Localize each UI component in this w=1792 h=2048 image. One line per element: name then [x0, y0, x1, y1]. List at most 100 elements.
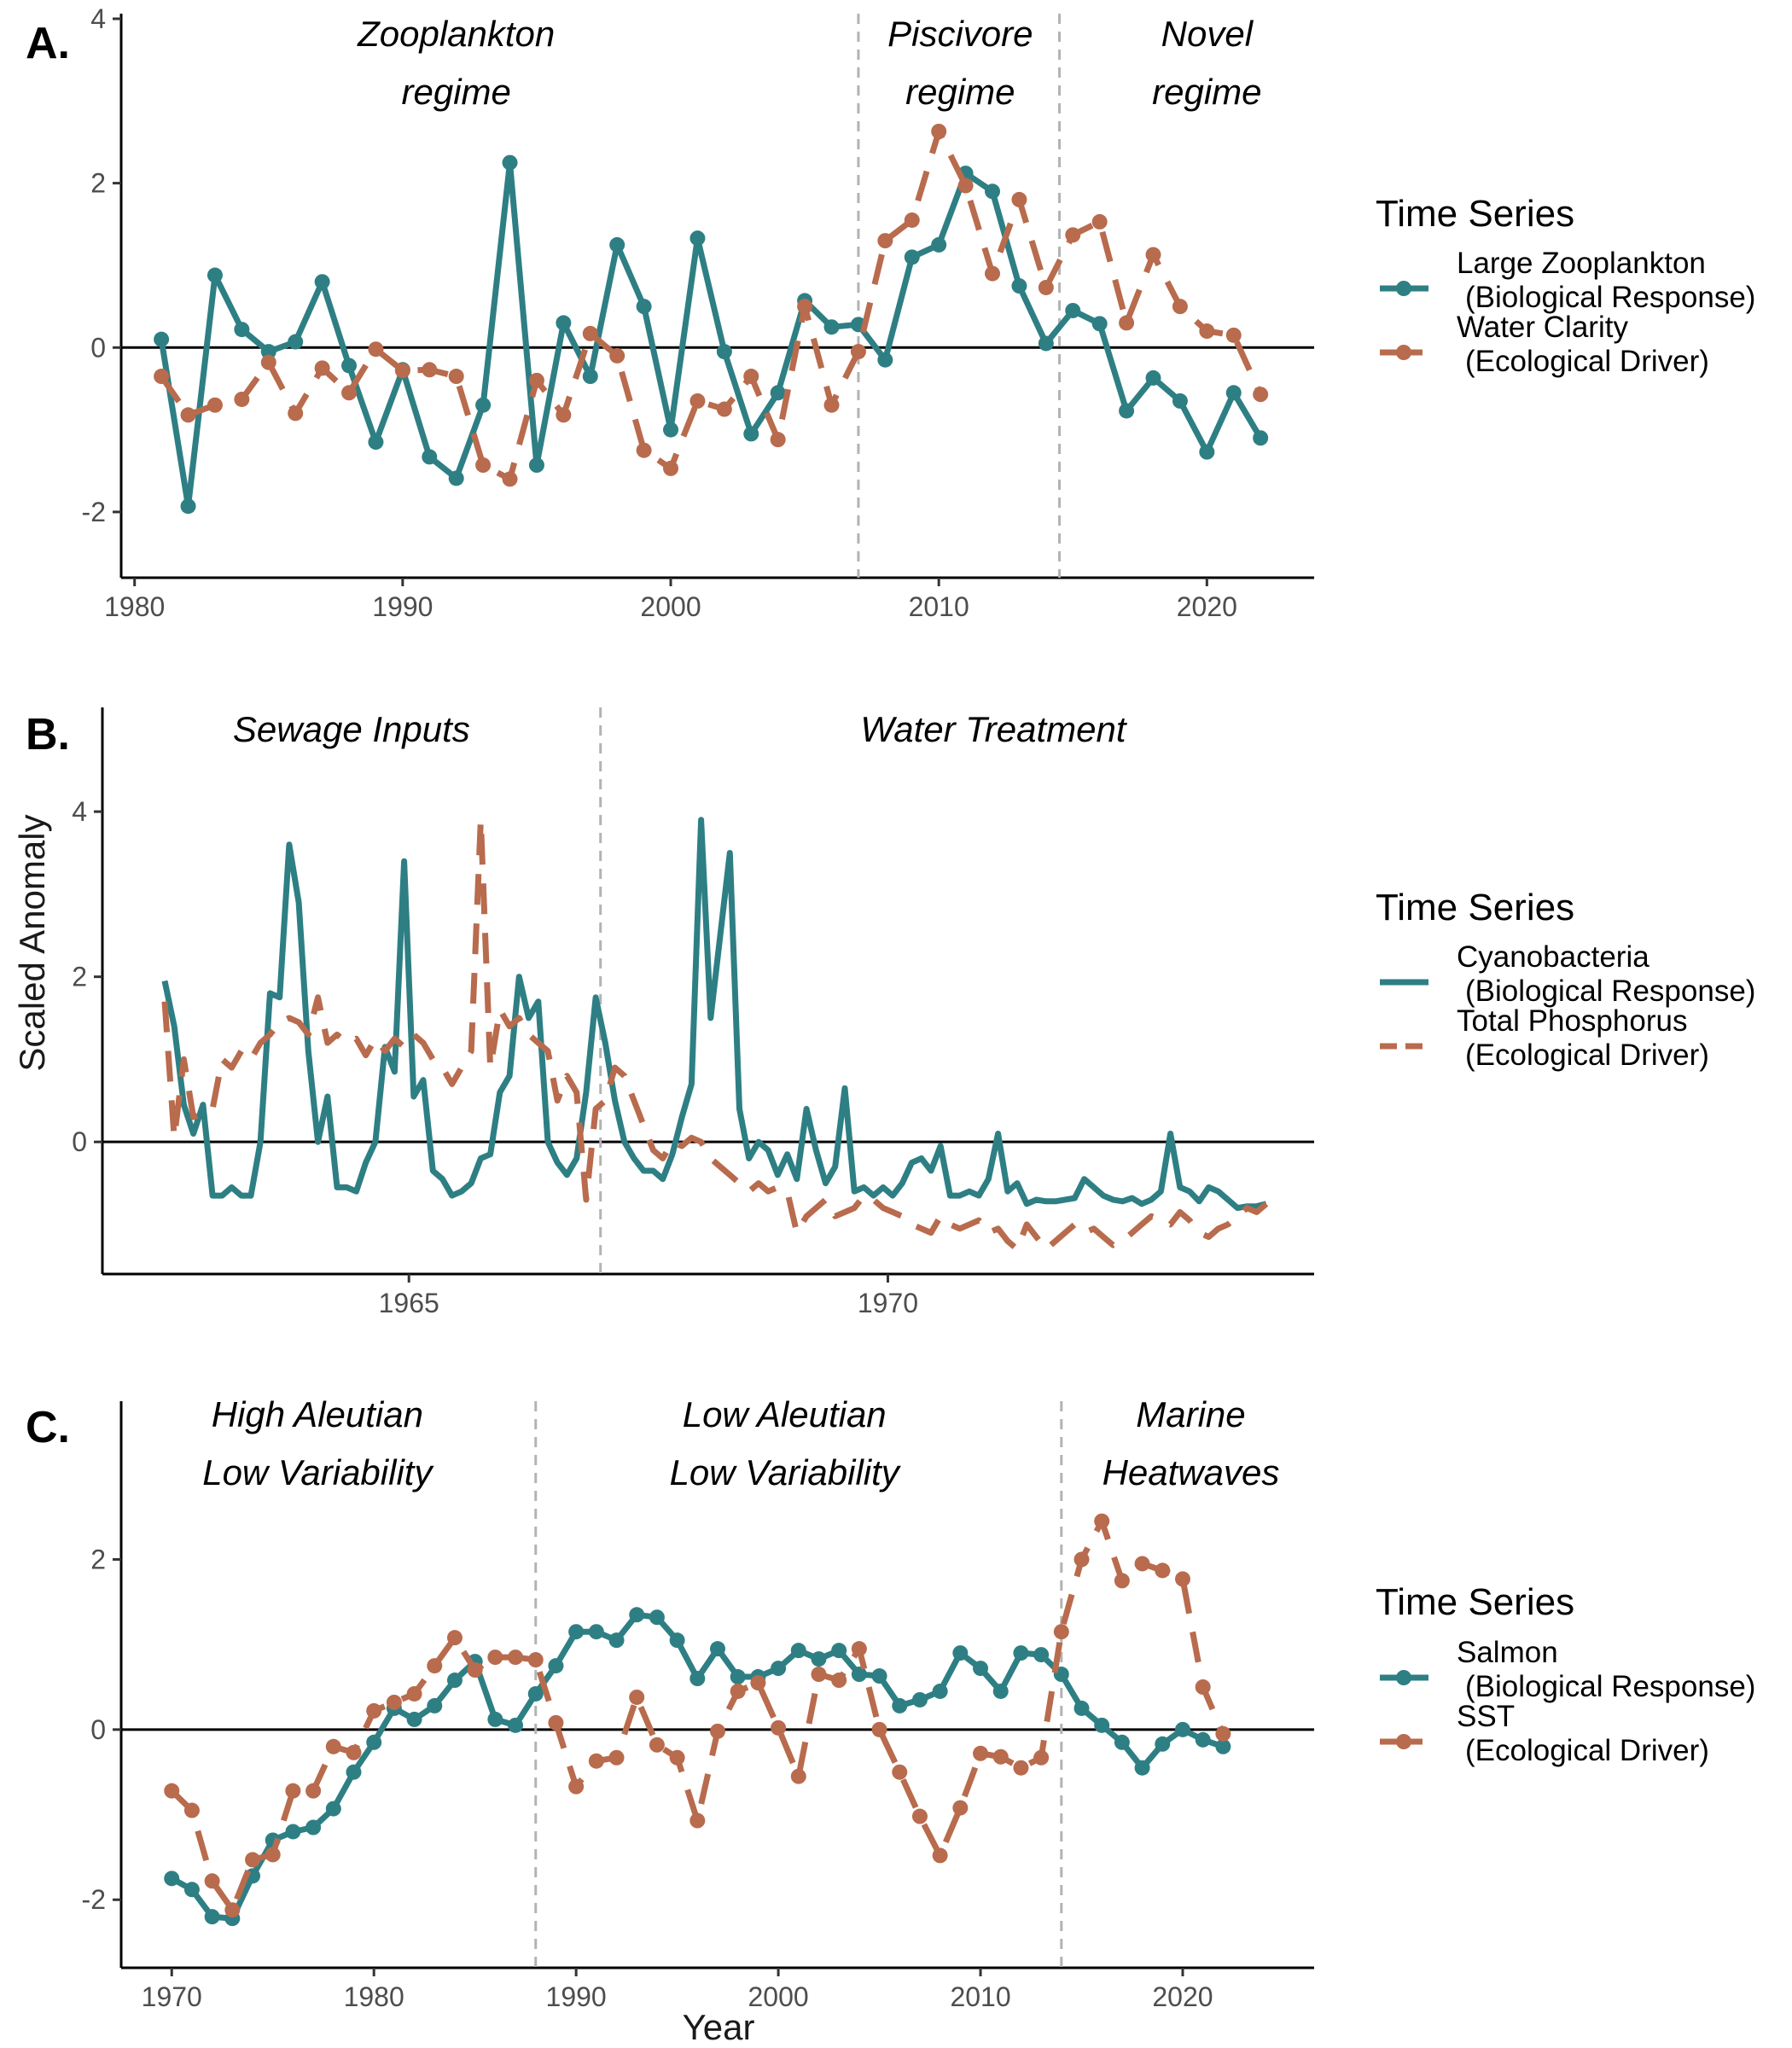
regime-annotation: Marine [1136, 1394, 1245, 1434]
x-tick-label: 1990 [372, 591, 433, 622]
data-point [931, 236, 947, 253]
data-point [1094, 1513, 1110, 1529]
data-point [285, 1824, 301, 1840]
data-point [154, 369, 170, 385]
data-point [811, 1651, 827, 1667]
data-point [892, 1764, 908, 1780]
x-tick-label: 2000 [640, 591, 701, 622]
data-point [1033, 1647, 1050, 1663]
regime-annotation: regime [402, 72, 511, 112]
data-point [475, 397, 492, 413]
x-tick-label: 1990 [546, 1981, 607, 2012]
y-tick-label: 0 [72, 1126, 87, 1157]
data-point [689, 1671, 706, 1687]
legend-series-role: (Biological Response) [1465, 975, 1755, 1008]
data-point [1225, 327, 1242, 343]
data-point [224, 1902, 241, 1918]
data-point [556, 407, 572, 423]
regime-annotation: Low Aleutian [683, 1394, 887, 1434]
data-point [446, 1673, 463, 1689]
data-point [394, 363, 410, 379]
data-point [475, 457, 492, 474]
data-point [689, 1812, 706, 1829]
data-point [1073, 1551, 1090, 1568]
data-point [770, 432, 786, 448]
data-point [508, 1649, 524, 1666]
data-point [1195, 1731, 1211, 1748]
legend-key-marker [1396, 345, 1411, 360]
data-point [710, 1723, 725, 1739]
data-point [548, 1658, 564, 1674]
data-point [716, 344, 732, 360]
data-point [1053, 1624, 1069, 1640]
data-point [649, 1737, 665, 1753]
legend-series-name: Salmon [1457, 1636, 1558, 1669]
data-point [1172, 393, 1188, 409]
data-point [448, 369, 464, 385]
data-point [904, 249, 920, 265]
data-point [629, 1607, 645, 1623]
regime-annotation: Piscivore [887, 14, 1033, 54]
y-tick-label: 2 [90, 1544, 106, 1574]
data-point [1011, 278, 1027, 294]
series-line-1 [161, 817, 1269, 1253]
regime-annotation: Zooplankton [357, 14, 555, 54]
data-point [952, 1800, 969, 1816]
y-tick-label: -2 [82, 1884, 106, 1915]
x-tick-label: 1980 [344, 1981, 404, 2012]
data-point [183, 1802, 200, 1818]
x-tick-label: 2000 [748, 1981, 808, 2012]
data-point [448, 470, 464, 486]
data-point [341, 385, 358, 401]
data-point [180, 498, 196, 515]
data-point [180, 407, 196, 423]
data-point [730, 1683, 746, 1699]
panel-label: B. [26, 710, 70, 759]
y-tick-label: -2 [82, 497, 106, 527]
data-point [663, 422, 679, 438]
data-point [1013, 1645, 1029, 1661]
data-point [636, 299, 652, 315]
data-point [245, 1852, 261, 1868]
regime-annotation: Novel [1161, 14, 1254, 54]
legend-series-name: Large Zooplankton [1457, 247, 1706, 280]
legend-series-name: Water Clarity [1457, 311, 1628, 344]
data-point [730, 1669, 746, 1685]
data-point [831, 1643, 847, 1659]
data-point [305, 1783, 322, 1799]
y-tick-label: 4 [72, 796, 87, 827]
data-point [1065, 227, 1081, 243]
data-point [314, 274, 330, 290]
data-point [1199, 444, 1215, 460]
data-point [771, 1661, 787, 1677]
x-tick-label: 2020 [1152, 1981, 1213, 2012]
y-tick-label: 0 [90, 332, 106, 363]
legend-series-role: (Ecological Driver) [1465, 1039, 1709, 1072]
data-point [1038, 335, 1054, 352]
data-point [1119, 403, 1135, 419]
data-point [164, 1783, 180, 1799]
data-point [1145, 369, 1161, 386]
regime-annotation: High Aleutian [212, 1394, 423, 1434]
data-point [973, 1661, 989, 1677]
data-point [689, 230, 706, 247]
data-point [636, 442, 652, 458]
data-point [265, 1847, 281, 1863]
regime-annotation: Low Variability [202, 1452, 434, 1492]
data-point [1172, 299, 1188, 315]
data-point [154, 331, 170, 347]
data-point [502, 154, 518, 171]
data-point [183, 1882, 200, 1898]
data-point [608, 1632, 625, 1649]
x-axis-label: Year [683, 2007, 755, 2047]
data-point [346, 1764, 362, 1780]
x-tick-label: 2020 [1177, 591, 1237, 622]
data-point [260, 344, 276, 360]
data-point [669, 1749, 685, 1766]
data-point [1199, 323, 1215, 340]
y-tick-label: 2 [72, 962, 87, 992]
data-point [1174, 1571, 1190, 1587]
data-point [931, 123, 947, 139]
panel-label: C. [26, 1403, 70, 1452]
